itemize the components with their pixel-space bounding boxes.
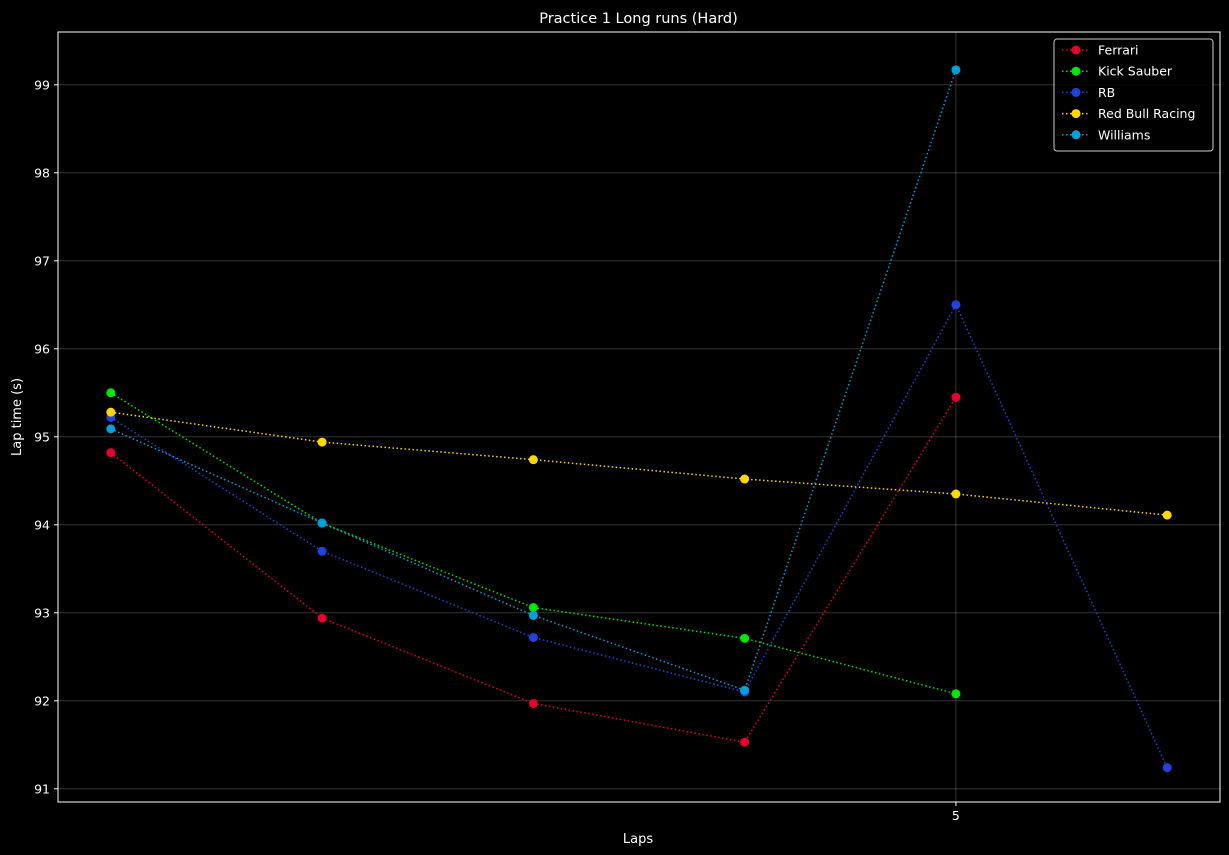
data-point-rb [528,632,538,642]
legend-item: RB [1062,85,1115,100]
x-axis: 5 [952,802,960,823]
x-tick-label: 5 [952,808,960,823]
y-tick-label: 92 [34,693,50,708]
data-point-red-bull-racing [528,455,538,465]
legend-label: Red Bull Racing [1098,106,1195,121]
series-red-bull-racing [106,407,1172,520]
series-ferrari [106,392,961,747]
series-line-red-bull-racing [110,411,1168,516]
legend-label: Ferrari [1098,43,1139,58]
y-axis-label: Lap time (s) [10,378,25,456]
legend-label: Williams [1098,127,1150,142]
data-point-red-bull-racing [740,474,750,484]
y-tick-label: 93 [34,605,50,620]
legend-marker [1071,45,1081,55]
legend-label: Kick Sauber [1098,64,1173,79]
series-line-rb [110,303,1168,768]
y-tick-label: 99 [34,77,50,92]
data-point-ferrari [317,613,327,623]
data-point-williams [528,610,538,620]
data-point-red-bull-racing [951,489,961,499]
y-tick-label: 97 [34,253,50,268]
chart-title: Practice 1 Long runs (Hard) [539,11,738,27]
series-williams [106,65,961,695]
series-line-kick-sauber [110,392,957,695]
legend-item: Ferrari [1062,43,1139,58]
y-tick-label: 95 [34,429,50,444]
legend-item: Red Bull Racing [1062,106,1195,121]
legend-marker [1071,109,1081,119]
data-point-williams [740,685,750,695]
legend: Ferrari Kick Sauber RB Red Bull Racing Willi… [1053,38,1214,152]
data-point-kick-sauber [740,633,750,643]
legend-item: Kick Sauber [1062,64,1173,79]
data-point-rb [951,300,961,310]
data-point-ferrari [951,392,961,402]
data-point-kick-sauber [106,388,116,398]
data-point-williams [317,518,327,528]
y-tick-label: 96 [34,341,50,356]
y-tick-label: 91 [34,781,50,796]
plot-frame [57,31,1221,803]
grid-lines [58,32,1220,802]
legend-item: Williams [1062,127,1150,142]
y-tick-label: 98 [34,165,50,180]
data-point-williams [951,65,961,75]
data-point-red-bull-racing [317,437,327,447]
data-point-kick-sauber [951,689,961,699]
legend-box [1053,38,1214,152]
series-layer [106,65,1172,773]
legend-label: RB [1098,85,1115,100]
legend-marker [1071,66,1081,76]
legend-marker [1071,130,1081,140]
y-axis: 91 92 93 94 95 96 97 98 99 [34,77,58,796]
data-point-kick-sauber [528,603,538,613]
data-point-ferrari [740,737,750,747]
legend-marker [1071,87,1081,97]
data-point-williams [106,424,116,434]
data-point-rb [1162,763,1172,773]
data-point-ferrari [528,698,538,708]
data-point-red-bull-racing [1162,510,1172,520]
x-axis-label: Laps [623,832,653,847]
data-point-ferrari [106,448,116,458]
data-point-red-bull-racing [106,407,116,417]
data-point-rb [317,546,327,556]
y-tick-label: 94 [34,517,50,532]
series-line-williams [110,69,957,692]
